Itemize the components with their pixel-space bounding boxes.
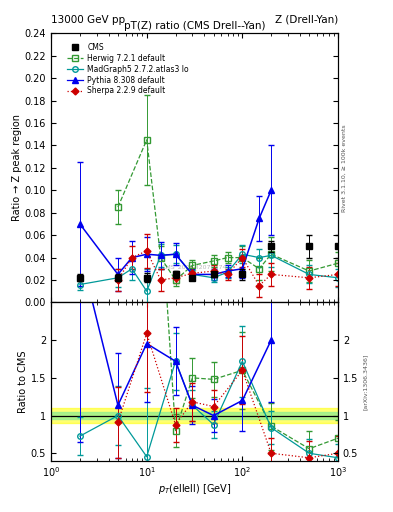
Text: CMS_2022_I2079374: CMS_2022_I2079374 bbox=[162, 265, 227, 270]
Bar bbox=[51, 412, 338, 419]
X-axis label: $p_T$(ellell) [GeV]: $p_T$(ellell) [GeV] bbox=[158, 482, 231, 496]
Bar bbox=[51, 408, 338, 423]
Y-axis label: Ratio → Z peak region: Ratio → Z peak region bbox=[12, 114, 22, 221]
Text: 13000 GeV pp: 13000 GeV pp bbox=[51, 14, 125, 25]
Legend: CMS, Herwig 7.2.1 default, MadGraph5 2.7.2.atlas3 lo, Pythia 8.308 default, Sher: CMS, Herwig 7.2.1 default, MadGraph5 2.7… bbox=[64, 40, 192, 98]
Y-axis label: Ratio to CMS: Ratio to CMS bbox=[18, 350, 28, 413]
Y-axis label: Rivet 3.1.10, ≥ 100k events: Rivet 3.1.10, ≥ 100k events bbox=[342, 124, 347, 211]
Title: pT(Z) ratio (CMS Drell--Yan): pT(Z) ratio (CMS Drell--Yan) bbox=[124, 21, 265, 31]
Text: Z (Drell-Yan): Z (Drell-Yan) bbox=[275, 14, 338, 25]
Y-axis label: [arXiv:1306.3436]: [arXiv:1306.3436] bbox=[362, 353, 367, 410]
